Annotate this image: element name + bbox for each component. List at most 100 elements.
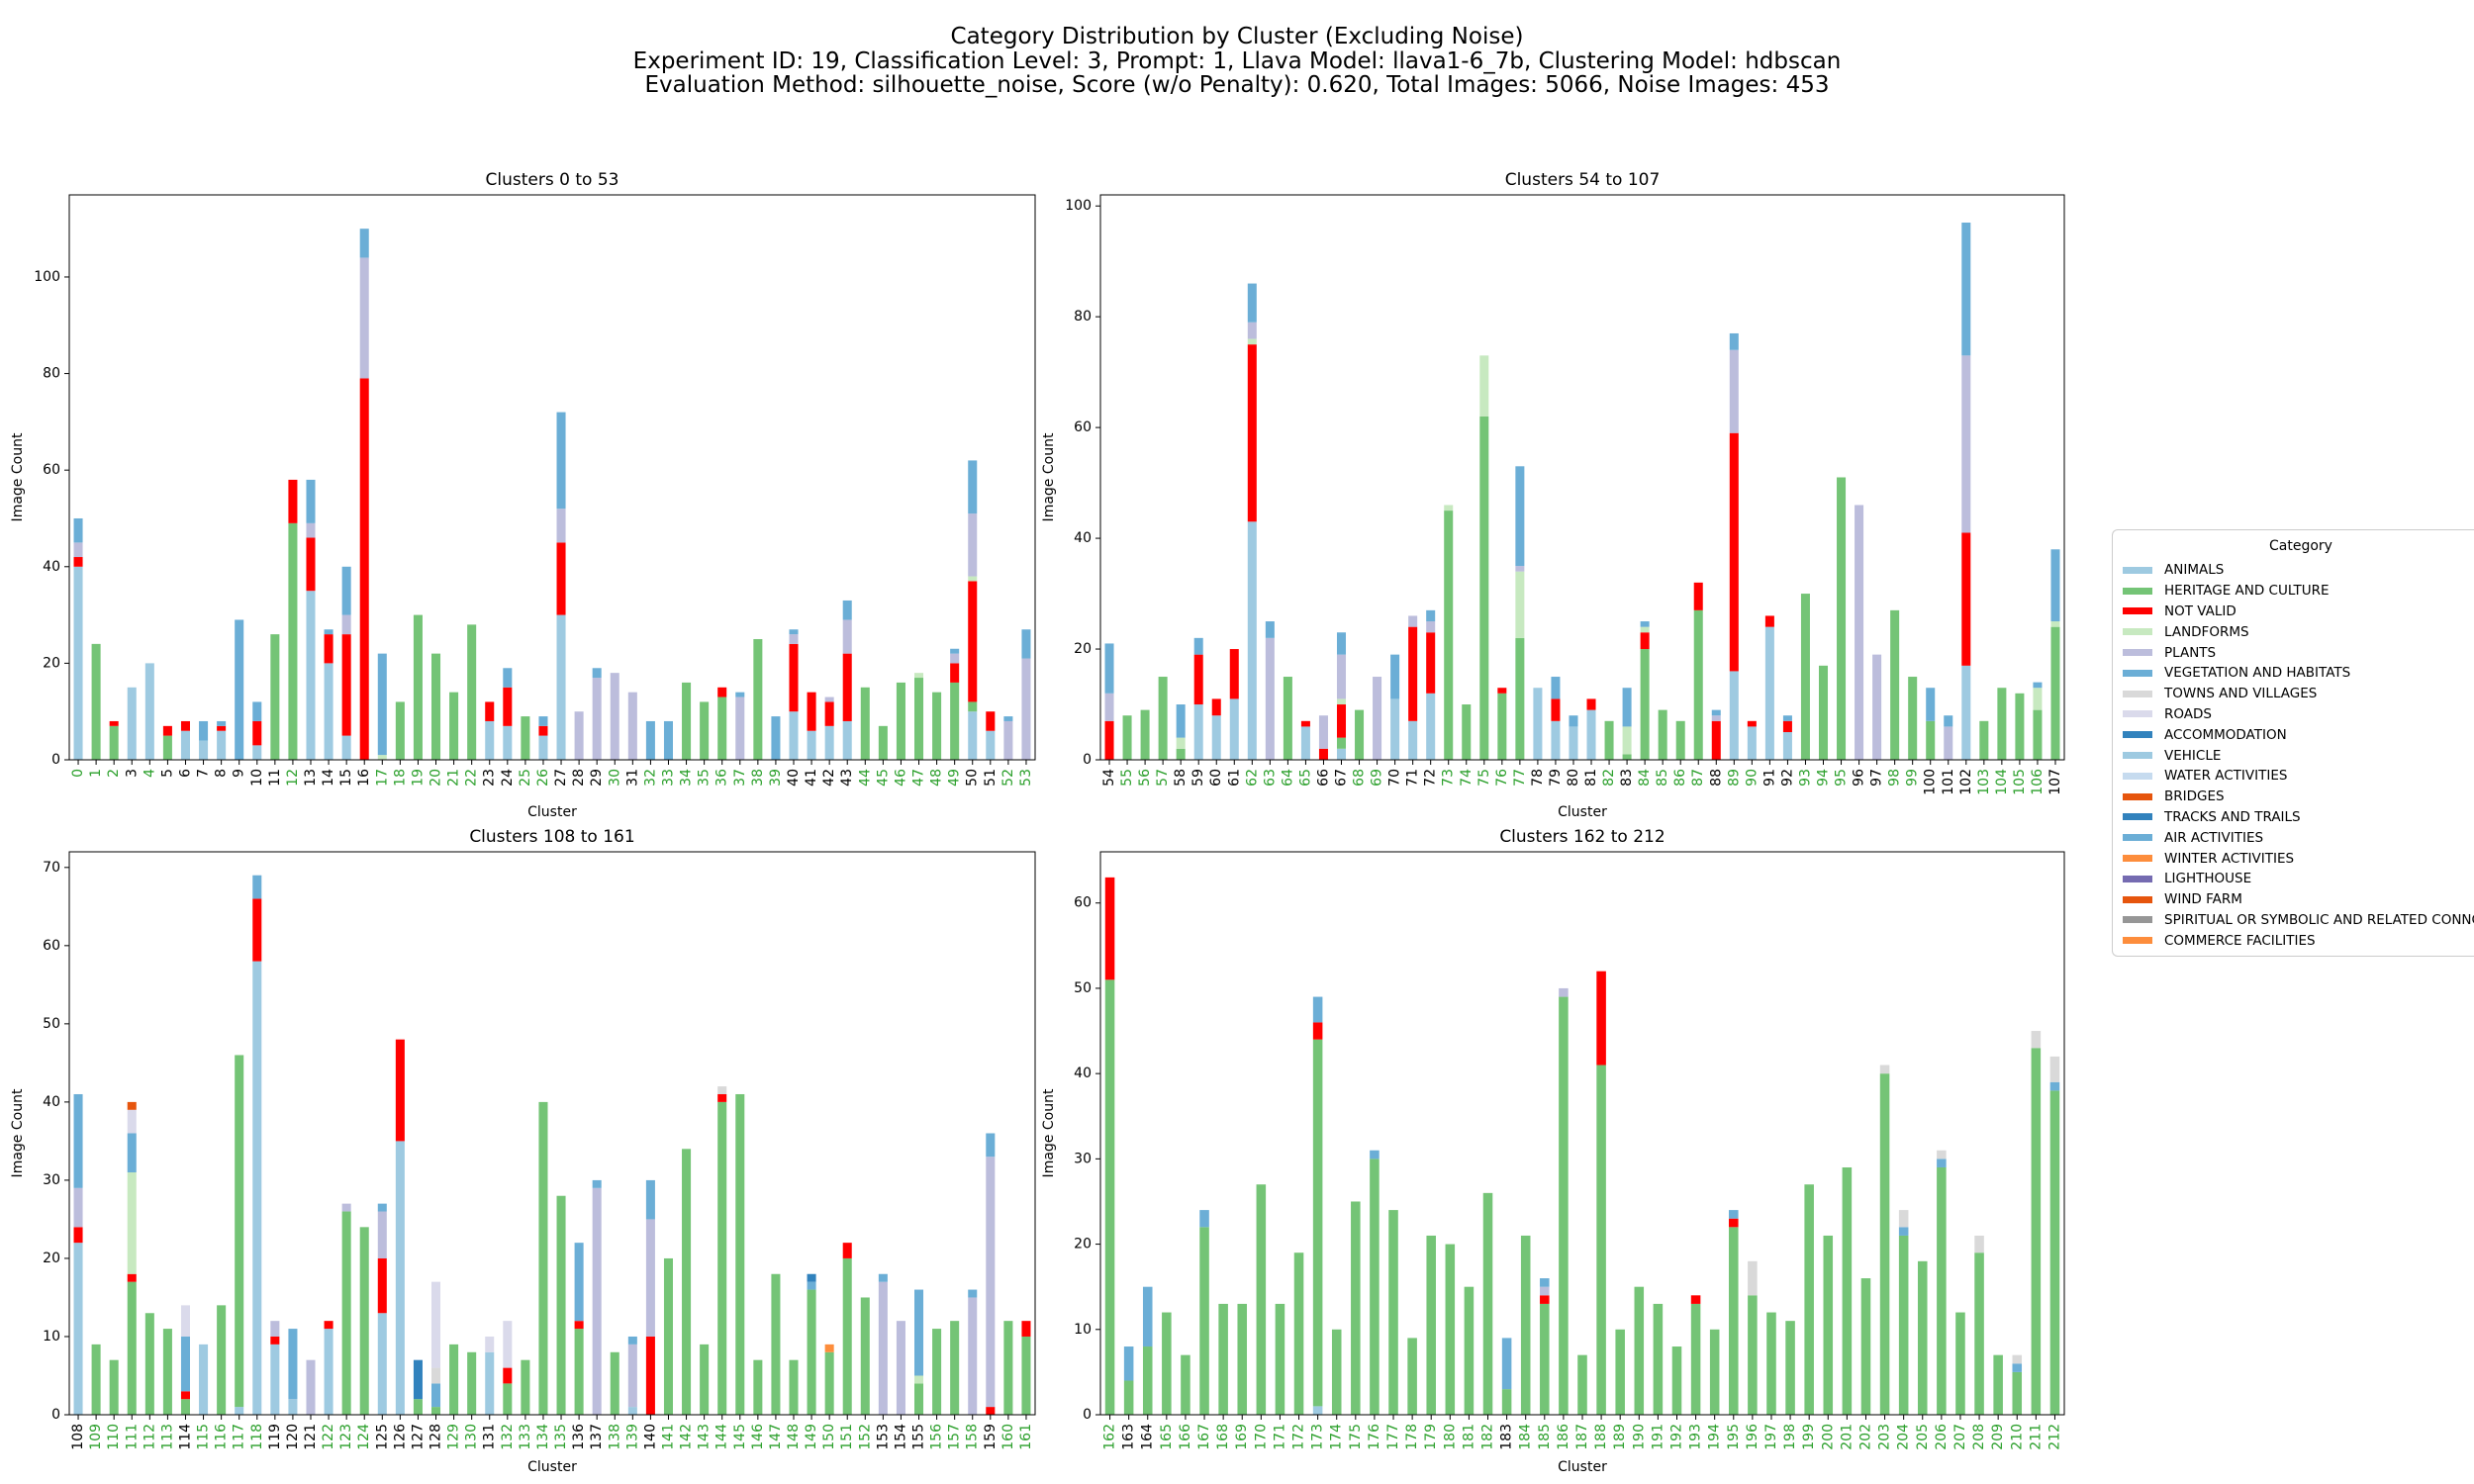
bar-segment [807, 730, 816, 760]
bar-segment [1979, 720, 1989, 760]
plot-frame [68, 194, 1036, 761]
x-axis-label: Cluster [1558, 804, 1607, 820]
bar-segment [1540, 1303, 1550, 1415]
bar-segment [521, 716, 530, 760]
bar-segment [914, 1375, 924, 1384]
legend-item: WINTER ACTIVITIES [2113, 848, 2474, 869]
legend-item: VEGETATION AND HABITATS [2113, 663, 2474, 684]
bar-segment [1318, 715, 1328, 749]
bar-segment [91, 1344, 101, 1415]
bar-segment [824, 696, 834, 702]
bar-segment [252, 720, 262, 746]
x-tick-label: 139 [624, 1424, 640, 1450]
bar-segment [1176, 748, 1186, 760]
y-tick-label: 40 [1074, 530, 1092, 546]
bar-segment [467, 624, 477, 760]
x-tick-label: 51 [983, 769, 999, 787]
x-tick-label: 153 [875, 1424, 891, 1450]
bar-segment [842, 1243, 852, 1258]
x-tick-label: 50 [965, 769, 981, 787]
x-tick-label: 155 [911, 1424, 927, 1450]
bar-segment [252, 875, 262, 899]
bar-segment [1898, 1210, 1909, 1228]
x-tick-label: 29 [589, 769, 605, 787]
bar-segment [1653, 1303, 1664, 1415]
x-tick-label: 41 [804, 769, 819, 787]
x-tick-label: 45 [875, 769, 891, 787]
bar-segment [842, 720, 852, 760]
bar-segment [842, 653, 852, 721]
x-tick-label: 157 [947, 1424, 963, 1450]
bar-segment [2050, 549, 2060, 622]
bar-segment [359, 229, 369, 258]
x-tick-label: 73 [1441, 769, 1457, 787]
bar-segment [574, 1321, 584, 1330]
bar-segment [824, 1351, 834, 1415]
bar-segment [1747, 726, 1757, 760]
bar-segment [1690, 1303, 1701, 1415]
x-tick-label: 166 [1178, 1424, 1193, 1450]
bar-segment [896, 682, 905, 760]
bar-segment [2050, 621, 2060, 627]
x-tick-label: 199 [1801, 1424, 1817, 1450]
bar-segment [1123, 1346, 1134, 1381]
bar-segment [1211, 698, 1221, 716]
x-tick-label: 117 [232, 1424, 247, 1450]
bar-segment [1158, 677, 1168, 760]
x-tick-label: 195 [1726, 1424, 1742, 1450]
y-tick-label: 0 [1083, 1407, 1092, 1423]
bar-segment [180, 1391, 190, 1400]
bar-segment [1312, 996, 1323, 1023]
x-tick-label: 107 [2047, 769, 2063, 795]
x-tick-label: 49 [947, 769, 963, 787]
bar-segment [1961, 355, 1971, 533]
x-tick-label: 182 [1480, 1424, 1496, 1450]
x-tick-label: 78 [1530, 769, 1546, 787]
bar-segment [950, 653, 960, 664]
bar-segment [2050, 626, 2060, 760]
x-tick-label: 46 [893, 769, 908, 787]
bar-segment [878, 1281, 888, 1415]
x-tick-label: 196 [1745, 1424, 1760, 1450]
bar-segment [592, 1187, 602, 1415]
x-axis-label: Cluster [1558, 1459, 1607, 1475]
bar-segment [968, 581, 978, 702]
legend-label: AIR ACTIVITIES [2164, 829, 2264, 846]
legend-label: TOWNS AND VILLAGES [2164, 686, 2318, 702]
x-tick-label: 211 [2028, 1424, 2044, 1450]
bar-segment [109, 725, 119, 760]
bar-segment [1586, 698, 1596, 710]
x-tick-label: 104 [1994, 769, 2010, 795]
bar-segment [1373, 677, 1382, 760]
x-tick-label: 16 [356, 769, 372, 787]
x-tick-label: 69 [1370, 769, 1385, 787]
bar-segment [1426, 609, 1436, 622]
legend-label: NOT VALID [2164, 603, 2236, 619]
x-tick-label: 97 [1869, 769, 1885, 787]
bar-segment [359, 378, 369, 760]
bar-segment [1462, 704, 1472, 760]
bar-segment [1747, 720, 1757, 727]
bar-segment [503, 725, 513, 760]
bar-segment [556, 542, 566, 615]
x-tick-label: 180 [1442, 1424, 1458, 1450]
legend-label: SPIRITUAL OR SYMBOLIC AND RELATED CONNOT… [2164, 911, 2474, 928]
bar-segment [1104, 693, 1114, 721]
bar-segment [467, 1351, 477, 1415]
x-tick-label: 206 [1934, 1424, 1950, 1450]
bar-segment [1709, 1329, 1720, 1415]
x-tick-label: 44 [857, 769, 873, 787]
bar-segment [1247, 322, 1257, 339]
bar-segment [1407, 1338, 1417, 1415]
bar-segment [324, 1329, 333, 1415]
bar-segment [1711, 709, 1721, 716]
bar-segment [1917, 1260, 1928, 1415]
x-tick-label: 15 [338, 769, 354, 787]
bar-segment [1300, 726, 1310, 760]
bar-segment [1336, 737, 1347, 749]
bar-segment [717, 687, 727, 697]
chart-panel: Clusters 0 to 530 1 2 3 4 5 6 7 8 9 10 11 12 13 14 15 16… [10, 170, 1036, 820]
bar-segment [1408, 615, 1418, 627]
bar-segment [109, 1359, 119, 1415]
x-tick-label: 76 [1494, 769, 1510, 787]
